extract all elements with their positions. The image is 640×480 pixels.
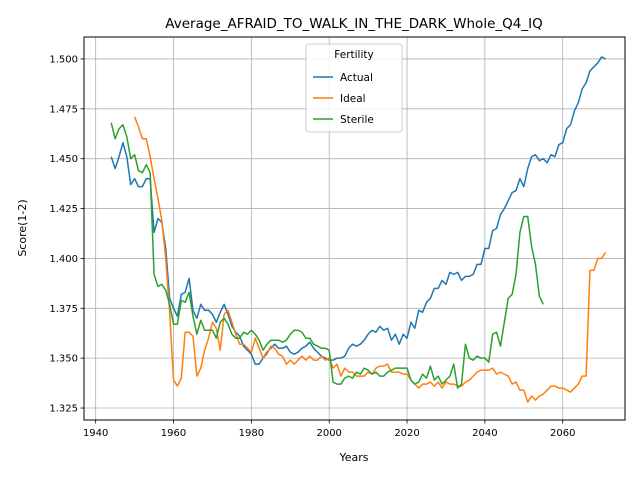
x-tick-label: 2060 <box>550 428 575 439</box>
y-tick-label: 1.500 <box>49 54 78 65</box>
y-tick-label: 1.350 <box>49 354 78 365</box>
series-line-sterile <box>110 122 544 389</box>
y-axis-label: Score(1-2) <box>16 199 29 256</box>
x-tick-label: 2000 <box>316 428 341 439</box>
y-tick-label: 1.400 <box>49 254 78 265</box>
x-tick-label: 1940 <box>83 428 108 439</box>
chart-title: Average_AFRAID_TO_WALK_IN_THE_DARK_Whole… <box>165 16 542 32</box>
legend: Fertility Actual Ideal Sterile <box>305 43 403 133</box>
plot-frame <box>83 36 626 421</box>
legend-label-sterile: Sterile <box>340 114 374 126</box>
y-tick-label: 1.450 <box>49 154 78 165</box>
y-axis: 1.325 1.350 1.375 1.400 1.425 1.450 1.475 1.500 <box>49 54 84 415</box>
x-tick-label: 1960 <box>161 428 186 439</box>
legend-label-ideal: Ideal <box>340 93 366 105</box>
x-tick-label: 2040 <box>472 428 497 439</box>
y-tick-label: 1.375 <box>49 304 78 315</box>
y-tick-label: 1.425 <box>49 204 78 215</box>
x-axis-label: Years <box>338 451 368 464</box>
legend-label-actual: Actual <box>340 72 373 84</box>
y-tick-label: 1.325 <box>49 404 78 415</box>
x-tick-label: 1980 <box>239 428 264 439</box>
y-tick-label: 1.475 <box>49 104 78 115</box>
series-lines <box>110 56 607 403</box>
series-line-actual <box>110 56 606 365</box>
legend-box <box>305 43 403 133</box>
x-axis: 1940 1960 1980 2000 2020 2040 2060 <box>83 420 575 439</box>
legend-title: Fertility <box>334 49 373 61</box>
x-tick-label: 2020 <box>394 428 419 439</box>
